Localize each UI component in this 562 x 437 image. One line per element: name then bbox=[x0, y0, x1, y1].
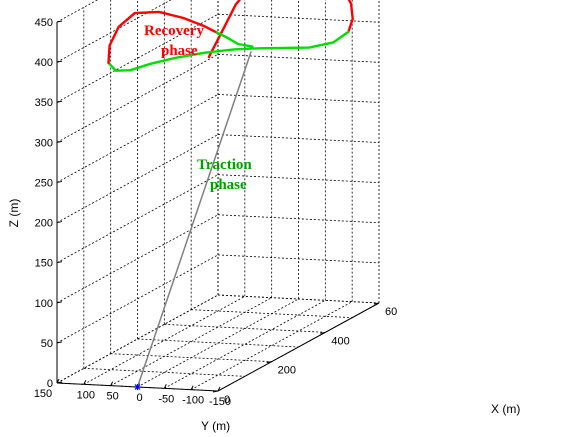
gridline bbox=[164, 323, 326, 333]
x-tick-label: 60 bbox=[385, 306, 397, 318]
x-tick-label: 400 bbox=[331, 335, 349, 347]
gridline bbox=[56, 294, 219, 384]
z-tick-mark bbox=[56, 140, 63, 143]
y-tick-label: -150 bbox=[209, 396, 231, 408]
y-tick-label: -100 bbox=[182, 395, 204, 407]
x-tick-label: 200 bbox=[278, 365, 296, 377]
x-tick-mark bbox=[266, 361, 272, 364]
z-tick-label: 50 bbox=[41, 338, 53, 350]
y-tick-label: 50 bbox=[107, 391, 119, 403]
z-axis-label: Z (m) bbox=[7, 199, 21, 228]
x-axis-label: X (m) bbox=[491, 402, 520, 416]
gridline bbox=[217, 294, 380, 304]
gridline bbox=[190, 301, 353, 391]
z-tick-label: 250 bbox=[35, 177, 53, 189]
y-tick-label: 100 bbox=[77, 389, 95, 401]
x-tick-mark bbox=[373, 302, 380, 305]
y-axis-label: Y (m) bbox=[201, 419, 230, 433]
z-tick-mark bbox=[56, 221, 63, 224]
z-tick-mark bbox=[56, 20, 63, 23]
y-tick-label: 150 bbox=[34, 388, 52, 400]
y-tick-label: -50 bbox=[158, 393, 174, 405]
origin-marker bbox=[134, 384, 141, 390]
gridline bbox=[137, 338, 299, 348]
gridline bbox=[83, 367, 245, 377]
x-axis-line bbox=[217, 302, 380, 392]
z-tick-mark bbox=[56, 180, 63, 183]
traction-phase-label: phase bbox=[210, 177, 247, 193]
y-tick-mark bbox=[190, 385, 194, 390]
z-tick-mark bbox=[56, 261, 63, 264]
z-tick-label: 350 bbox=[35, 97, 53, 109]
z-tick-mark bbox=[56, 381, 63, 384]
gridline bbox=[137, 298, 299, 388]
grid-layer bbox=[56, 0, 380, 392]
z-tick-label: 400 bbox=[35, 57, 53, 69]
trajectory-series-3 bbox=[215, 31, 254, 48]
y-tick-label: 0 bbox=[136, 392, 142, 404]
trajectory-series-4 bbox=[136, 51, 252, 388]
recovery-phase-label: phase bbox=[161, 43, 198, 59]
z-tick-label: 300 bbox=[35, 137, 53, 149]
y-tick-mark bbox=[56, 378, 60, 384]
gridline bbox=[110, 297, 272, 387]
z-tick-label: 150 bbox=[35, 258, 53, 270]
trajectory-series-0 bbox=[207, 0, 354, 59]
y-tick-mark bbox=[110, 381, 114, 386]
z-tick-label: 100 bbox=[35, 298, 53, 310]
z-tick-mark bbox=[56, 341, 63, 344]
z-tick-label: 0 bbox=[47, 378, 53, 390]
x-tick-label: 0 bbox=[224, 394, 230, 406]
x-tick-mark bbox=[212, 390, 219, 393]
y-tick-mark bbox=[83, 380, 87, 385]
trajectory-series-1 bbox=[107, 30, 350, 72]
gridline bbox=[164, 299, 326, 389]
x-tick-mark bbox=[320, 331, 326, 334]
y-tick-mark bbox=[217, 386, 221, 392]
z-tick-mark bbox=[56, 100, 63, 103]
gridline bbox=[83, 295, 246, 385]
series-layer bbox=[107, 0, 354, 390]
z-tick-label: 450 bbox=[35, 17, 53, 29]
z-tick-label: 200 bbox=[35, 218, 53, 230]
trajectory-series-2 bbox=[107, 10, 218, 64]
z-tick-mark bbox=[56, 301, 63, 304]
recovery-label: Recovery bbox=[144, 23, 204, 39]
traction-label: Traction bbox=[197, 157, 252, 173]
z-tick-mark bbox=[56, 60, 63, 63]
y-tick-mark bbox=[163, 384, 167, 389]
